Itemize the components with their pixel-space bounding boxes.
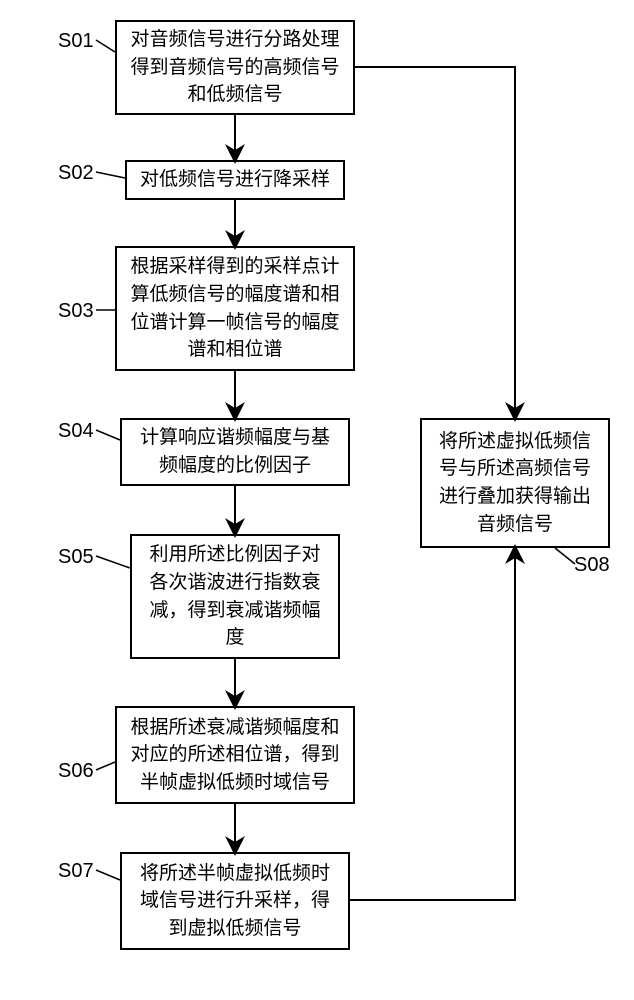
node-s04-text: 计算响应谐频幅度与基频幅度的比例因子 — [140, 424, 330, 479]
node-s05: 利用所述比例因子对各次谐波进行指数衰减，得到衰减谐频幅度 — [130, 534, 340, 659]
node-s03-text: 根据采样得到的采样点计算低频信号的幅度谱和相位谱计算一帧信号的幅度谱和相位谱 — [130, 253, 339, 363]
node-s06: 根据所述衰减谐频幅度和对应的所述相位谱，得到半帧虚拟低频时域信号 — [115, 706, 355, 804]
node-s01: 对音频信号进行分路处理得到音频信号的高频信号和低频信号 — [115, 20, 355, 115]
node-s06-text: 根据所述衰减谐频幅度和对应的所述相位谱，得到半帧虚拟低频时域信号 — [130, 714, 339, 797]
node-s03: 根据采样得到的采样点计算低频信号的幅度谱和相位谱计算一帧信号的幅度谱和相位谱 — [115, 246, 355, 371]
node-s04: 计算响应谐频幅度与基频幅度的比例因子 — [120, 418, 350, 486]
label-s04: S04 — [58, 420, 94, 443]
label-s07: S07 — [58, 860, 94, 883]
label-s06: S06 — [58, 760, 94, 783]
label-s05: S05 — [58, 546, 94, 569]
label-s01: S01 — [58, 30, 94, 53]
node-s08-text: 将所述虚拟低频信号与所述高频信号进行叠加获得输出音频信号 — [439, 428, 591, 538]
label-s08: S08 — [574, 554, 610, 577]
label-s02: S02 — [58, 162, 94, 185]
node-s02-text: 对低频信号进行降采样 — [140, 166, 330, 194]
node-s08: 将所述虚拟低频信号与所述高频信号进行叠加获得输出音频信号 — [420, 418, 610, 548]
node-s02: 对低频信号进行降采样 — [125, 160, 345, 200]
node-s07-text: 将所述半帧虚拟低频时域信号进行升采样，得到虚拟低频信号 — [140, 860, 330, 943]
node-s05-text: 利用所述比例因子对各次谐波进行指数衰减，得到衰减谐频幅度 — [149, 541, 320, 651]
node-s01-text: 对音频信号进行分路处理得到音频信号的高频信号和低频信号 — [130, 26, 339, 109]
label-s03: S03 — [58, 300, 94, 323]
node-s07: 将所述半帧虚拟低频时域信号进行升采样，得到虚拟低频信号 — [120, 852, 350, 950]
